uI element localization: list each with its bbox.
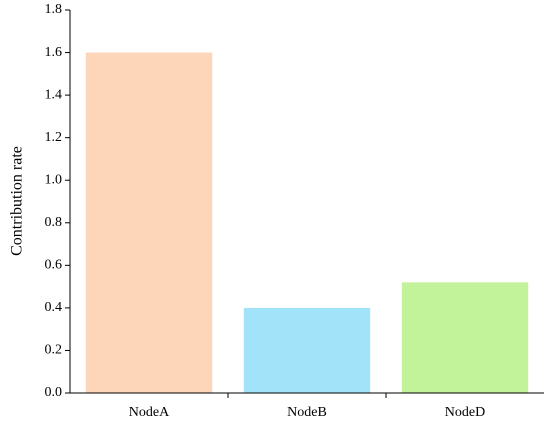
x-tick-label: NodeB: [287, 405, 327, 420]
y-tick-label: 0.8: [45, 215, 63, 230]
y-tick-label: 1.4: [45, 87, 63, 102]
y-axis-label: Contribution rate: [9, 146, 26, 256]
y-tick-label: 0.2: [45, 343, 63, 358]
x-tick-label: NodeA: [129, 405, 170, 420]
y-tick-label: 1.2: [45, 130, 63, 145]
bar: [401, 282, 529, 393]
bar: [243, 307, 371, 393]
y-tick-label: 0.4: [45, 300, 63, 315]
y-tick-label: 1.6: [45, 45, 63, 60]
y-tick-label: 1.8: [45, 2, 63, 17]
x-tick-label: NodeD: [445, 405, 485, 420]
y-tick-label: 1.0: [45, 172, 63, 187]
y-tick-label: 0.0: [45, 385, 63, 400]
bar: [85, 52, 213, 394]
y-tick-label: 0.6: [45, 258, 63, 273]
